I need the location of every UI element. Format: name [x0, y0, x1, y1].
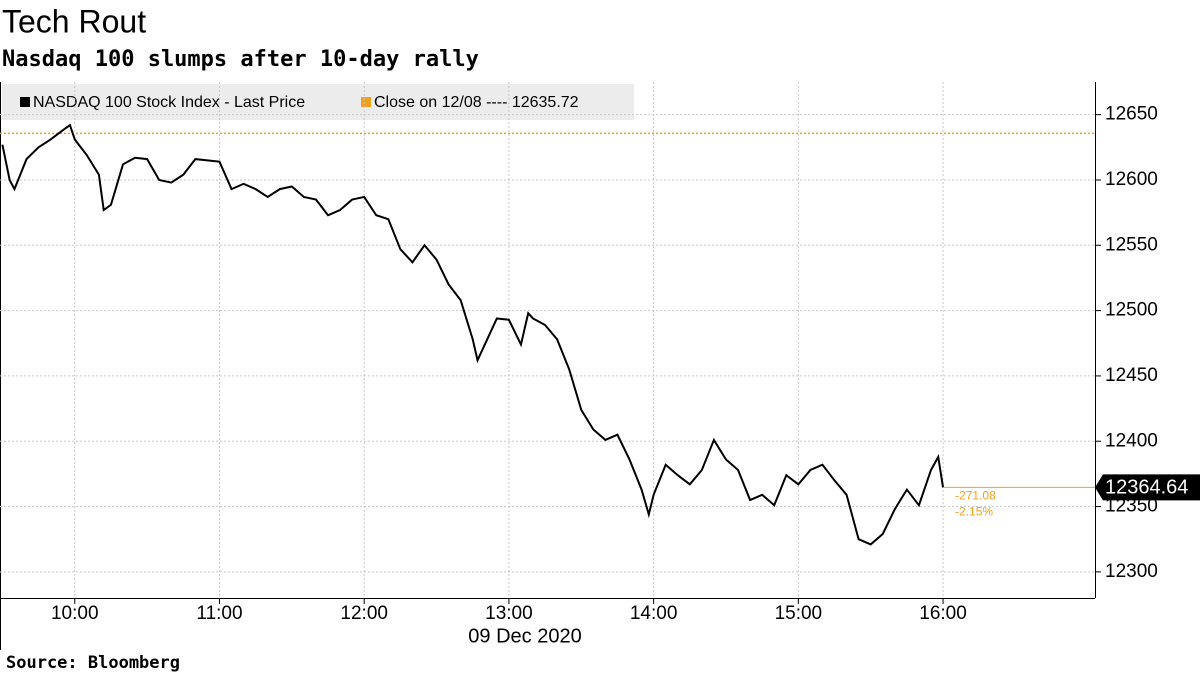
legend-label: Close on 12/08 ---- 12635.72 — [374, 94, 579, 111]
last-value-label: 12364.64 — [1105, 477, 1188, 499]
y-tick-label: 12450 — [1105, 365, 1158, 386]
source: Source: Bloomberg — [6, 653, 180, 673]
y-tick-label: 12550 — [1105, 234, 1158, 255]
x-tick-label: 15:00 — [775, 603, 823, 624]
x-tick-label: 11:00 — [196, 603, 242, 624]
y-tick-label: 12500 — [1105, 300, 1158, 321]
chart-title: Tech Rout — [2, 3, 146, 39]
y-tick-label: 12300 — [1105, 561, 1158, 582]
x-tick-label: 10:00 — [51, 603, 99, 624]
last-value-box — [1095, 474, 1200, 501]
x-tick-label: 13:00 — [485, 603, 533, 624]
x-tick-label: 12:00 — [340, 603, 388, 624]
y-tick-label: 12650 — [1105, 104, 1158, 125]
y-tick-label: 12350 — [1105, 496, 1158, 517]
change-pct-label: -2.15% — [955, 505, 993, 519]
change-label: -271.08 — [955, 489, 996, 503]
x-tick-label: 16:00 — [919, 603, 967, 624]
x-tick-label: 14:00 — [630, 603, 678, 624]
legend-swatch — [361, 97, 371, 107]
line-series — [1, 123, 945, 546]
legend-swatch — [20, 97, 30, 107]
legend-box — [2, 84, 634, 120]
x-axis-label: 09 Dec 2020 — [468, 625, 581, 647]
chart-subtitle: Nasdaq 100 slumps after 10-day rally — [2, 47, 479, 72]
legend-label: NASDAQ 100 Stock Index - Last Price — [33, 94, 305, 111]
y-tick-label: 12400 — [1105, 430, 1158, 451]
y-tick-label: 12600 — [1105, 169, 1158, 190]
